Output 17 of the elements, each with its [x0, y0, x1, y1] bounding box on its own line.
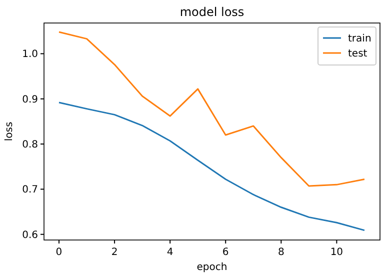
x-tick-label: 0: [56, 247, 62, 258]
x-tick-label: 2: [111, 247, 118, 258]
x-axis-title: epoch: [196, 262, 228, 273]
y-axis-title: loss: [4, 122, 15, 142]
y-tick-label: 0.8: [22, 140, 38, 151]
x-tick-label: 6: [222, 247, 229, 258]
x-tick-label: 10: [330, 247, 344, 258]
y-tick-label: 0.9: [22, 94, 38, 106]
y-tick-label: 1.0: [22, 49, 38, 60]
y-tick-label: 0.7: [22, 184, 38, 196]
x-tick-label: 8: [278, 247, 284, 258]
line-series: [58, 102, 366, 232]
y-tick-label: 0.6: [22, 230, 38, 241]
x-tick-label: 4: [166, 247, 174, 258]
legend-label: test: [348, 48, 368, 60]
legend-label: train: [348, 34, 372, 44]
chart-title: model loss: [180, 5, 244, 19]
